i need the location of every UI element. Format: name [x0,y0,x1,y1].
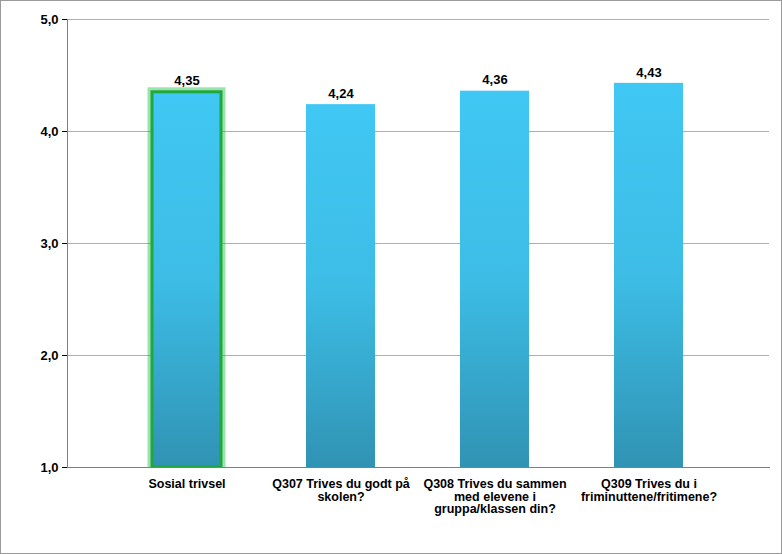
svg-text:Q308 Trives du sammenmed eleve: Q308 Trives du sammenmed elevene igruppa… [423,477,566,516]
svg-text:5,0: 5,0 [40,12,58,27]
svg-text:4,24: 4,24 [328,86,354,101]
svg-text:2,0: 2,0 [40,348,58,363]
svg-text:Sosial trivsel: Sosial trivsel [148,477,225,491]
svg-text:4,36: 4,36 [482,72,507,87]
svg-text:Q309 Trives du ifriminuttene/f: Q309 Trives du ifriminuttene/fritimene? [581,477,717,504]
svg-text:4,43: 4,43 [636,65,661,80]
svg-text:1,0: 1,0 [40,460,58,475]
svg-text:4,35: 4,35 [174,73,199,88]
svg-text:Q307 Trives du godt påskolen?: Q307 Trives du godt påskolen? [272,477,410,504]
svg-text:4,0: 4,0 [40,124,58,139]
svg-text:3,0: 3,0 [40,236,58,251]
